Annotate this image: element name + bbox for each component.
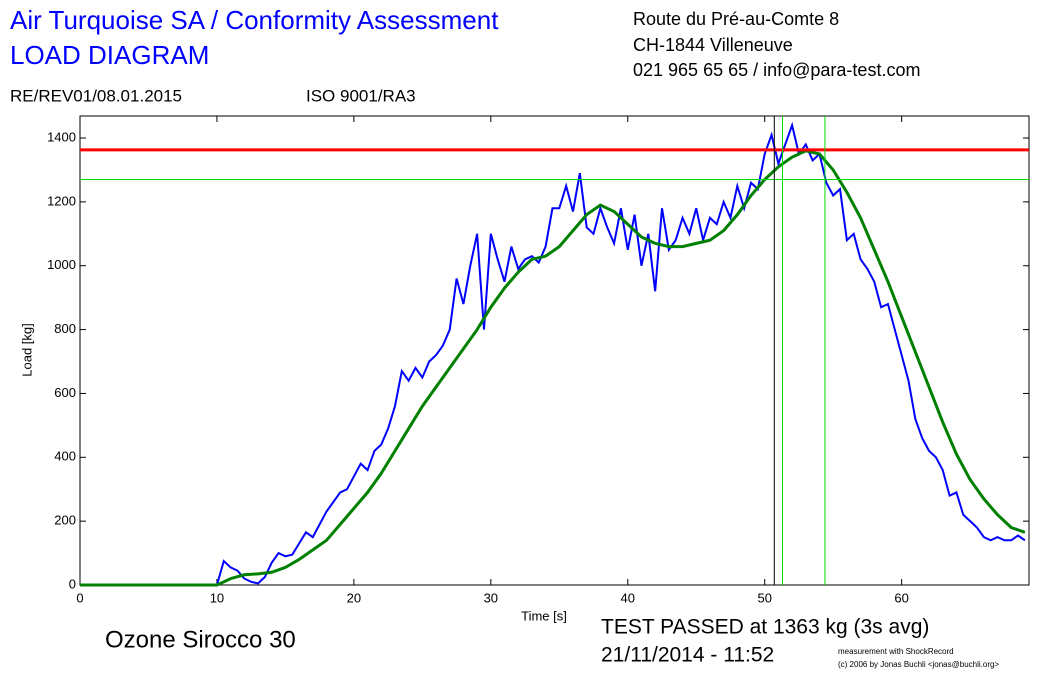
address: CH-1844 Villeneuve xyxy=(633,35,793,55)
credit: measurement with ShockRecord xyxy=(838,647,954,656)
x-axis-label: Time [s] xyxy=(521,608,567,623)
x-tick-label: 20 xyxy=(347,590,361,605)
x-tick-label: 0 xyxy=(76,590,83,605)
title: Air Turquoise SA / Conformity Assessment xyxy=(10,5,499,35)
result: TEST PASSED at 1363 kg (3s avg) xyxy=(601,616,929,639)
x-tick-label: 40 xyxy=(621,590,635,605)
x-tick-label: 30 xyxy=(484,590,498,605)
y-tick-label: 400 xyxy=(54,449,76,464)
y-tick-label: 600 xyxy=(54,385,76,400)
credit: (c) 2006 by Jonas Buchli <jonas@buchli.o… xyxy=(838,660,999,669)
y-tick-label: 1400 xyxy=(47,129,76,144)
address: 021 965 65 65 / info@para-test.com xyxy=(633,60,920,80)
load-line xyxy=(80,121,1026,586)
y-tick-label: 0 xyxy=(69,576,76,591)
y-tick-label: 200 xyxy=(54,513,76,528)
address: Route du Pré-au-Comte 8 xyxy=(633,9,839,29)
datetime: 21/11/2014 - 11:52 xyxy=(601,644,774,667)
x-tick-label: 10 xyxy=(210,590,224,605)
y-tick-label: 800 xyxy=(54,321,76,336)
reference: RE/REV01/08.01.2015 xyxy=(10,86,182,105)
y-tick-label: 1000 xyxy=(47,257,76,272)
x-tick-label: 50 xyxy=(757,590,771,605)
load-line xyxy=(80,149,1026,587)
iso: ISO 9001/RA3 xyxy=(306,86,416,105)
product: Ozone Sirocco 30 xyxy=(105,626,296,653)
x-tick-label: 60 xyxy=(894,590,908,605)
plot-frame xyxy=(79,115,1030,586)
y-axis-label: Load [kg] xyxy=(19,323,34,377)
title: LOAD DIAGRAM xyxy=(10,40,209,70)
y-tick-label: 1200 xyxy=(47,193,76,208)
